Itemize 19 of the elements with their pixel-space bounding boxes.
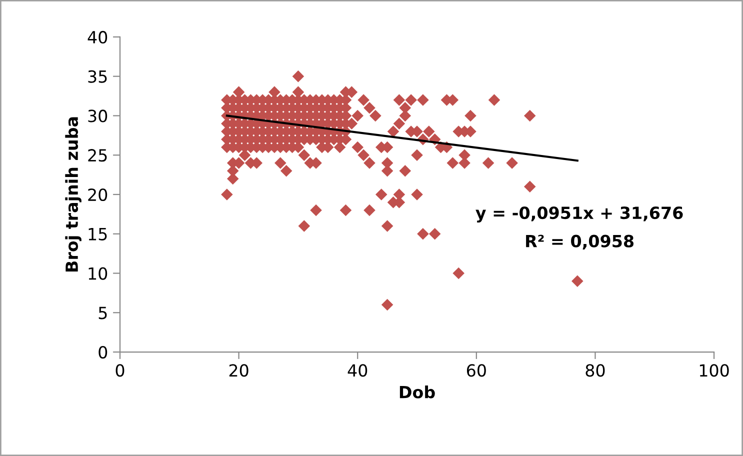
y-tick-label: 20 (88, 188, 108, 202)
x-tick-label: 100 (700, 364, 729, 377)
y-tick-label: 25 (88, 149, 107, 162)
y-tick-label: 15 (88, 228, 107, 240)
y-tick-label: 0 (98, 346, 108, 359)
x-tick-label: 80 (586, 364, 605, 377)
y-tick-label: 40 (88, 30, 108, 44)
annotation: y = -0,0951x + 31,676 (476, 206, 683, 222)
y-tick-label: 10 (88, 267, 108, 280)
y-tick-label: 5 (98, 306, 107, 320)
y-tick-label: 30 (88, 110, 108, 122)
x-tick-label: 0 (116, 364, 124, 377)
y-axis-title: Broj trajnih zuba (65, 117, 82, 272)
annotation: R² = 0,0958 (526, 234, 634, 250)
x-axis-title: Dob (400, 386, 435, 398)
x-tick-label: 40 (348, 364, 368, 377)
x-tick-label: 60 (466, 364, 486, 377)
x-tick-label: 20 (229, 364, 248, 377)
y-tick-label: 35 (88, 70, 107, 83)
